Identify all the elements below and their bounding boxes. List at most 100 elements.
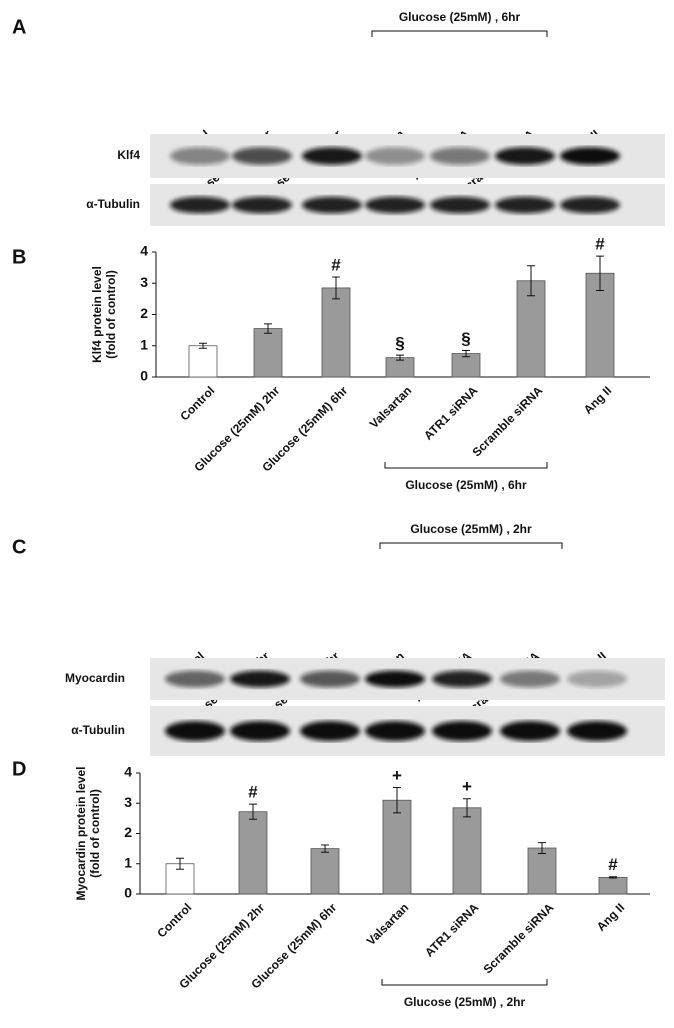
y-tick-label: 3 (140, 274, 148, 290)
y-tick-label: 4 (140, 243, 148, 259)
bar (253, 328, 283, 378)
x-tick-label: Ang II (594, 900, 627, 933)
annotation: # (595, 235, 605, 254)
panel-letter: B (12, 246, 26, 268)
band (365, 670, 425, 688)
band (560, 196, 620, 214)
band (170, 196, 230, 214)
band (300, 670, 360, 688)
y-tick-label: 2 (140, 305, 148, 321)
annotation: # (331, 255, 341, 274)
y-tick-label: 4 (124, 764, 132, 780)
error-bar (609, 876, 617, 879)
bracket (379, 542, 563, 549)
y-tick-label: 0 (124, 885, 132, 901)
group-label: Glucose (25mM) , 2hr (410, 522, 532, 536)
x-tick-label: Control (177, 383, 217, 423)
bar (527, 847, 557, 895)
band (365, 147, 425, 165)
band (567, 670, 627, 688)
band (165, 721, 225, 741)
bar (321, 287, 351, 378)
bar (238, 811, 268, 895)
band (432, 721, 492, 741)
bar (452, 807, 482, 895)
error-bar (462, 349, 470, 358)
band (567, 721, 627, 741)
row-label: Klf4 (117, 148, 140, 162)
y-axis-label: (fold of control) (104, 270, 118, 359)
x-tick-label: Scramble siRNA (469, 383, 545, 459)
row-label: Myocardin (65, 671, 125, 685)
x-tick-label: Control (154, 900, 194, 940)
bar (310, 848, 340, 895)
y-tick-label: 1 (124, 854, 132, 870)
band (432, 670, 492, 688)
band (365, 721, 425, 741)
x-tick-label: ATR1 siRNA (421, 383, 480, 442)
group-label: Glucose (25mM) , 6hr (405, 478, 527, 492)
band (170, 147, 230, 165)
bracket (371, 30, 548, 37)
y-tick-label: 0 (140, 368, 148, 384)
band (300, 721, 360, 741)
band (232, 196, 292, 214)
band (232, 147, 292, 165)
x-tick-label: Ang II (581, 383, 614, 416)
band (495, 196, 555, 214)
annotation: + (462, 777, 472, 796)
band (365, 196, 425, 214)
y-axis-label: Myocardin protein level (74, 766, 88, 900)
panel-letter: A (12, 16, 26, 38)
annotation: # (608, 855, 618, 874)
y-axis-label: Klf4 protein level (90, 266, 104, 363)
y-tick-label: 3 (124, 794, 132, 810)
band (430, 196, 490, 214)
error-bar (527, 265, 535, 297)
bar (382, 799, 412, 895)
band (165, 670, 225, 688)
band (302, 147, 362, 165)
error-bar (393, 787, 401, 814)
error-bar (249, 803, 257, 820)
bar (188, 345, 218, 378)
bar (598, 876, 628, 895)
annotation: § (461, 329, 470, 348)
error-bar (463, 798, 471, 818)
bracket (384, 462, 548, 469)
error-bar (396, 354, 404, 361)
annotation: § (395, 334, 404, 353)
y-tick-label: 1 (140, 336, 148, 352)
error-bar (538, 842, 546, 854)
x-tick-label: Valsartan (364, 900, 412, 948)
annotation: # (248, 783, 258, 802)
group-label: Glucose (25mM) , 2hr (404, 995, 526, 1009)
error-bar (264, 323, 272, 334)
band (495, 147, 555, 165)
panel-letter: D (12, 758, 26, 780)
error-bar (199, 342, 207, 349)
band (302, 196, 362, 214)
x-tick-label: Scramble siRNA (480, 900, 556, 976)
band (230, 670, 290, 688)
row-label: α-Tubulin (71, 723, 125, 737)
band (230, 721, 290, 741)
annotation: + (392, 766, 402, 785)
group-label: Glucose (25mM) , 6hr (399, 10, 521, 24)
error-bar (332, 276, 340, 300)
band (430, 147, 490, 165)
x-tick-label: ATR1 siRNA (422, 900, 481, 959)
x-tick-label: Valsartan (367, 383, 415, 431)
band (500, 670, 560, 688)
error-bar (596, 255, 604, 291)
bracket (381, 979, 548, 986)
y-tick-label: 2 (124, 824, 132, 840)
panel-letter: C (12, 536, 26, 558)
band (560, 147, 620, 165)
error-bar (321, 844, 329, 853)
error-bar (176, 857, 184, 870)
y-axis-label: (fold of control) (88, 789, 102, 878)
band (500, 721, 560, 741)
